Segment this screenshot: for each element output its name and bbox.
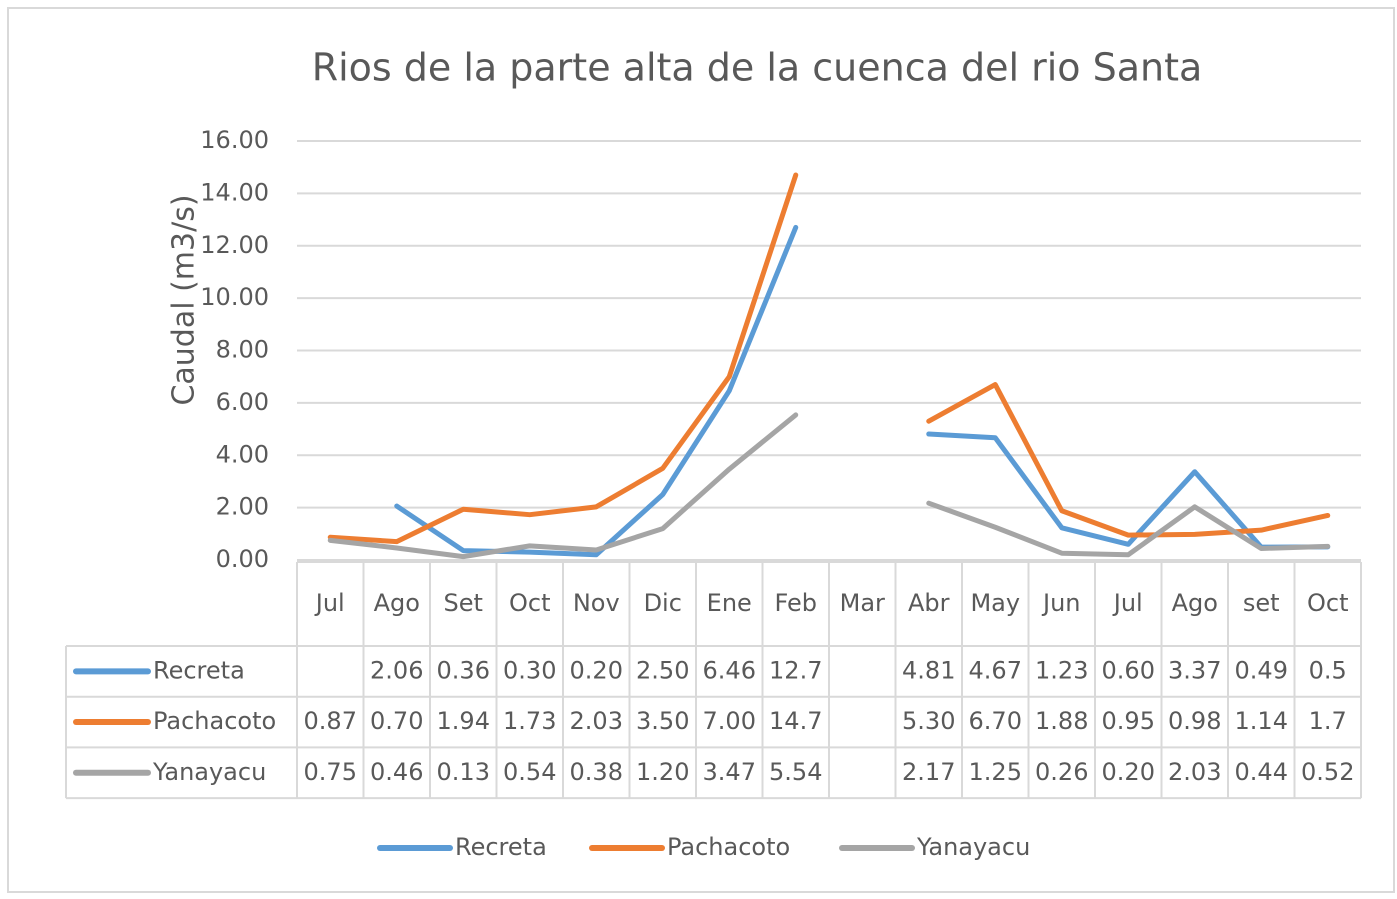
x-tick-label: May <box>970 589 1020 617</box>
x-tick-label: Oct <box>1307 589 1349 617</box>
table-value: 0.60 <box>1102 656 1155 684</box>
table-series-name: Pachacoto <box>153 707 276 735</box>
table-value: 1.23 <box>1035 656 1088 684</box>
table-value: 0.98 <box>1168 707 1221 735</box>
x-tick-label: Set <box>444 589 483 617</box>
y-axis-label: Caudal (m3/s) <box>167 194 202 405</box>
table-value: 0.44 <box>1235 758 1288 786</box>
chart-frame <box>7 7 1395 893</box>
x-tick-label: Jul <box>1112 589 1143 617</box>
table-value: 0.5 <box>1309 656 1347 684</box>
y-tick-label: 12.00 <box>200 231 269 259</box>
table-value: 1.20 <box>636 758 689 786</box>
table-value: 6.70 <box>969 707 1022 735</box>
table-value: 0.38 <box>570 758 623 786</box>
y-tick-label: 4.00 <box>216 440 269 468</box>
table-value: 3.50 <box>636 707 689 735</box>
table-value: 4.67 <box>969 656 1022 684</box>
x-tick-label: Abr <box>908 589 950 617</box>
x-tick-label: Mar <box>840 589 885 617</box>
series-line <box>327 172 1331 545</box>
y-tick-label: 2.00 <box>216 493 269 521</box>
y-tick-label: 8.00 <box>216 336 269 364</box>
table-value: 1.94 <box>437 707 490 735</box>
table-value: 0.52 <box>1301 758 1354 786</box>
table-value: 2.17 <box>902 758 955 786</box>
table-value: 2.06 <box>370 656 423 684</box>
table-series-name: Recreta <box>153 656 245 684</box>
legend-label: Yanayacu <box>916 833 1030 861</box>
table-value: 0.75 <box>304 758 357 786</box>
table-value: 1.88 <box>1035 707 1088 735</box>
x-tick-label: Feb <box>775 589 818 617</box>
table-value: 1.73 <box>503 707 556 735</box>
table-value: 2.50 <box>636 656 689 684</box>
table-value: 5.30 <box>902 707 955 735</box>
y-tick-label: 10.00 <box>200 283 269 311</box>
table-value: 4.81 <box>902 656 955 684</box>
legend-label: Recreta <box>455 833 547 861</box>
table-value: 3.37 <box>1168 656 1221 684</box>
chart-title: Rios de la parte alta de la cuenca del r… <box>312 46 1203 90</box>
y-tick-label: 14.00 <box>200 178 269 206</box>
table-value: 0.54 <box>503 758 556 786</box>
table-value: 6.46 <box>703 656 756 684</box>
table-value: 12.7 <box>769 656 822 684</box>
table-value: 1.7 <box>1309 707 1347 735</box>
table-value: 0.46 <box>370 758 423 786</box>
series-line <box>327 412 1331 560</box>
y-tick-label: 6.00 <box>216 388 269 416</box>
table-value: 0.36 <box>437 656 490 684</box>
table-value: 0.70 <box>370 707 423 735</box>
table-series-name: Yanayacu <box>152 758 266 786</box>
x-tick-label: set <box>1243 589 1280 617</box>
table-value: 14.7 <box>769 707 822 735</box>
x-tick-label: Ago <box>374 589 420 617</box>
table-value: 0.30 <box>503 656 556 684</box>
table-value: 5.54 <box>769 758 822 786</box>
table-value: 2.03 <box>570 707 623 735</box>
x-tick-label: Oct <box>509 589 551 617</box>
x-tick-label: Jul <box>314 589 345 617</box>
x-tick-label: Nov <box>573 589 620 617</box>
table-value: 0.26 <box>1035 758 1088 786</box>
table-value: 0.13 <box>437 758 490 786</box>
x-tick-label: Ene <box>707 589 752 617</box>
table-value: 0.20 <box>570 656 623 684</box>
table-value: 3.47 <box>703 758 756 786</box>
table-value: 1.25 <box>969 758 1022 786</box>
y-tick-label: 0.00 <box>216 545 269 573</box>
y-tick-label: 16.00 <box>200 126 269 154</box>
table-value: 0.20 <box>1102 758 1155 786</box>
table-value: 0.87 <box>304 707 357 735</box>
legend-label: Pachacoto <box>667 833 790 861</box>
x-tick-label: Dic <box>644 589 682 617</box>
table-value: 0.95 <box>1102 707 1155 735</box>
table-value: 2.03 <box>1168 758 1221 786</box>
table-value: 1.14 <box>1235 707 1288 735</box>
x-tick-label: Jun <box>1041 589 1081 617</box>
table-value: 7.00 <box>703 707 756 735</box>
table-value: 0.49 <box>1235 656 1288 684</box>
x-tick-label: Ago <box>1172 589 1218 617</box>
